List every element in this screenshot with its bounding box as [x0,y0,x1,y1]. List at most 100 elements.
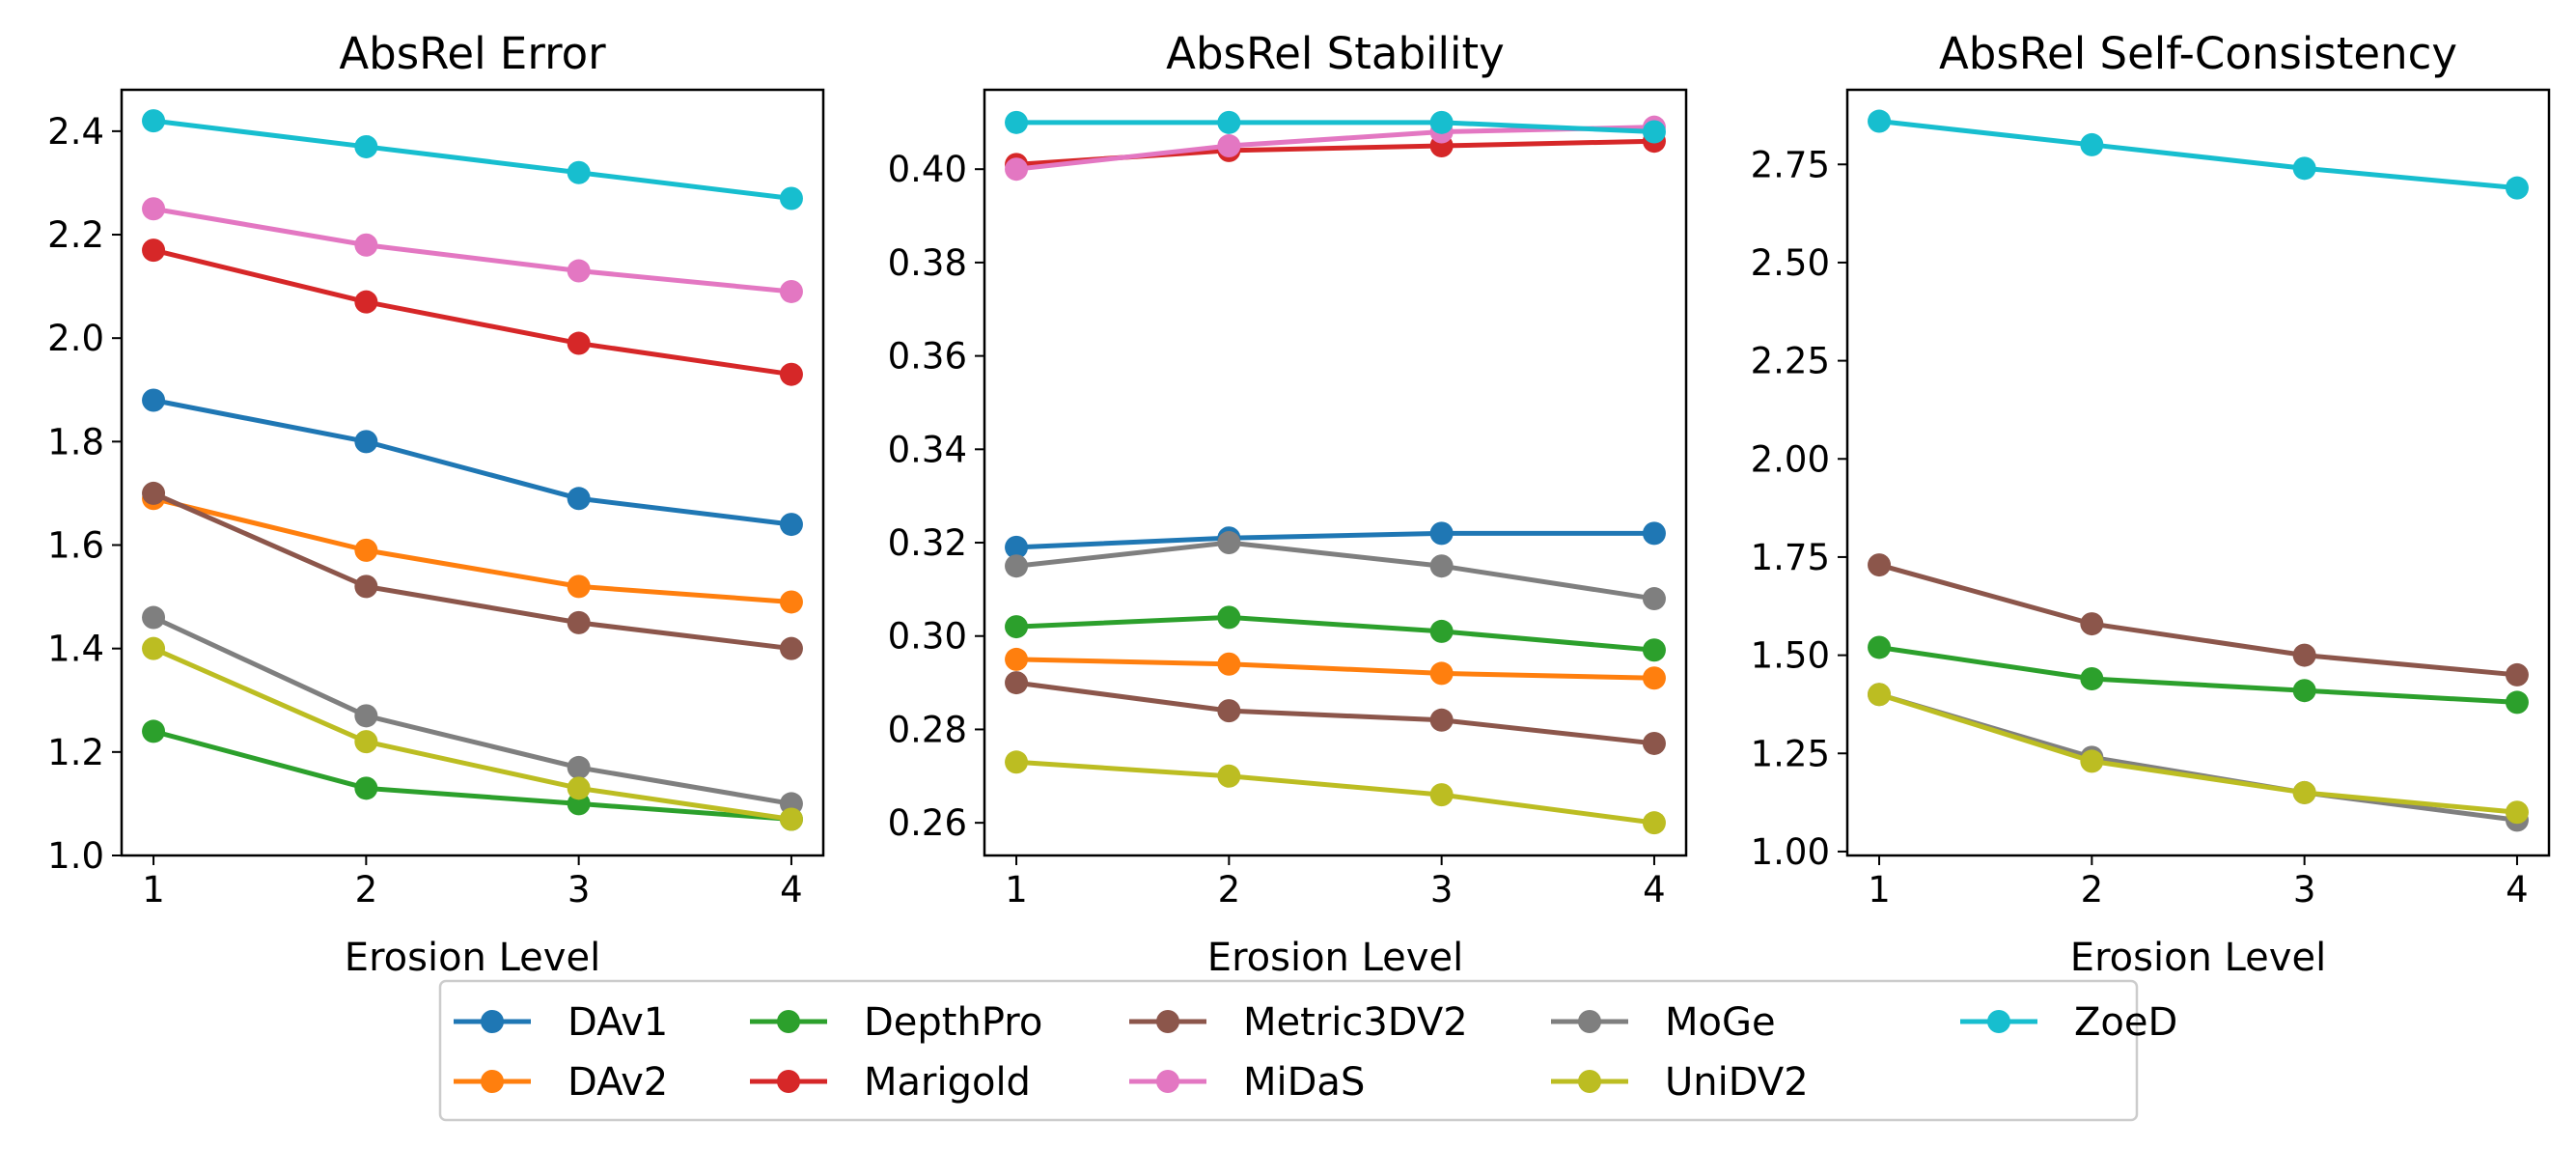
data-point [2505,662,2529,687]
series-line [1015,680,1655,746]
series-marigold [142,238,803,386]
y-tick-label: 1.00 [1751,831,1830,873]
data-point [1642,731,1666,755]
y-tick-label: 2.50 [1751,242,1830,284]
data-point [567,259,591,283]
y-tick-label: 0.40 [888,149,967,190]
x-tick-label: 4 [2506,869,2529,911]
series-depthpro [1005,605,1666,662]
legend-marker [481,1010,504,1033]
data-point [1005,554,1029,578]
data-point [142,109,166,133]
data-point [1005,535,1029,559]
data-point [1868,683,1892,707]
data-point [142,238,166,263]
data-point [1217,531,1241,555]
legend-marker [1156,1010,1179,1033]
x-axis-label: Erosion Level [2070,936,2326,980]
y-tick-label: 1.0 [47,835,104,877]
y-tick-label: 2.25 [1751,341,1830,382]
data-point [354,538,378,562]
y-tick-label: 1.75 [1751,537,1830,578]
data-point [1868,109,1892,133]
x-axis-label: Erosion Level [345,936,600,980]
y-tick-label: 2.4 [47,111,104,153]
data-point [2080,667,2104,690]
x-tick-label: 3 [1430,869,1454,911]
data-point [2292,643,2316,667]
legend-label: MoGe [1665,1000,1776,1045]
data-point [1217,764,1241,788]
series-line [152,206,792,294]
data-point [142,481,166,505]
series-line [1878,562,2518,678]
legend-label: DAv1 [568,1000,668,1045]
data-point [567,776,591,800]
plot-area-frame [1845,88,2551,857]
series-dav1 [142,388,803,537]
series-line [1878,691,2518,815]
series-zoed [1868,109,2529,200]
data-point [1642,120,1666,144]
data-point [567,487,591,511]
legend: DAv1 DAv2 DepthPro Marigold Metric3DV2 MiDaS M… [438,979,2177,1122]
data-point [2505,690,2529,715]
data-point [1868,553,1892,577]
y-tick-label: 0.30 [888,616,967,658]
legend-entry-dav1: DAv1 [454,1000,668,1045]
data-point [779,807,803,831]
series-line [1016,120,1655,135]
legend-frame [438,979,2139,1122]
data-point [1005,157,1029,182]
x-axis-label: Erosion Level [1207,936,1463,980]
legend-label: ZoeD [2074,1000,2177,1045]
data-point [142,605,166,630]
series-line [1015,540,1655,602]
data-point [779,636,803,660]
legend-marker [777,1070,800,1093]
legend-entry-midas: MiDaS [1129,1060,1365,1105]
data-point [779,362,803,386]
legend-marker [1987,1010,2010,1033]
legend-marker [777,1010,800,1033]
data-point [354,134,378,158]
data-point [1429,661,1454,686]
data-point [142,636,166,660]
data-point [2292,780,2316,804]
series-dav2 [1005,647,1666,690]
series-line [152,728,792,822]
series-depthpro [1868,635,2529,715]
series-line [1015,657,1655,681]
legend-marker [481,1070,504,1093]
y-tick-label: 1.6 [47,525,104,567]
legend-entry-zoed: ZoeD [1960,1000,2177,1045]
data-point [1429,554,1454,578]
y-tick-label: 1.50 [1751,635,1830,677]
subplot-2: AbsRel Stability 0.26 0.28 0.30 0.32 0.34 0.36… [888,28,1688,980]
legend-marker [1578,1010,1601,1033]
data-point [2080,749,2104,773]
data-point [1217,134,1241,158]
data-point [779,590,803,614]
data-point [354,574,378,599]
series-line [1878,119,2518,191]
series-moge [142,605,803,816]
y-tick-label: 2.75 [1751,144,1830,185]
y-tick-label: 2.0 [47,318,104,359]
data-point [1429,110,1454,134]
data-point [354,290,378,314]
series-line [152,398,792,527]
data-point [1429,783,1454,807]
y-tick-label: 0.26 [888,802,967,844]
data-point [1429,708,1454,732]
data-point [354,704,378,728]
subplot-title: AbsRel Error [339,28,606,79]
x-tick-label: 2 [2081,869,2104,911]
data-point [1005,647,1029,671]
series-line [152,495,792,604]
data-point [1642,587,1666,611]
legend-label: Marigold [864,1060,1031,1105]
data-point [142,719,166,743]
y-tick-label: 2.2 [47,214,104,256]
data-point [2292,156,2316,181]
